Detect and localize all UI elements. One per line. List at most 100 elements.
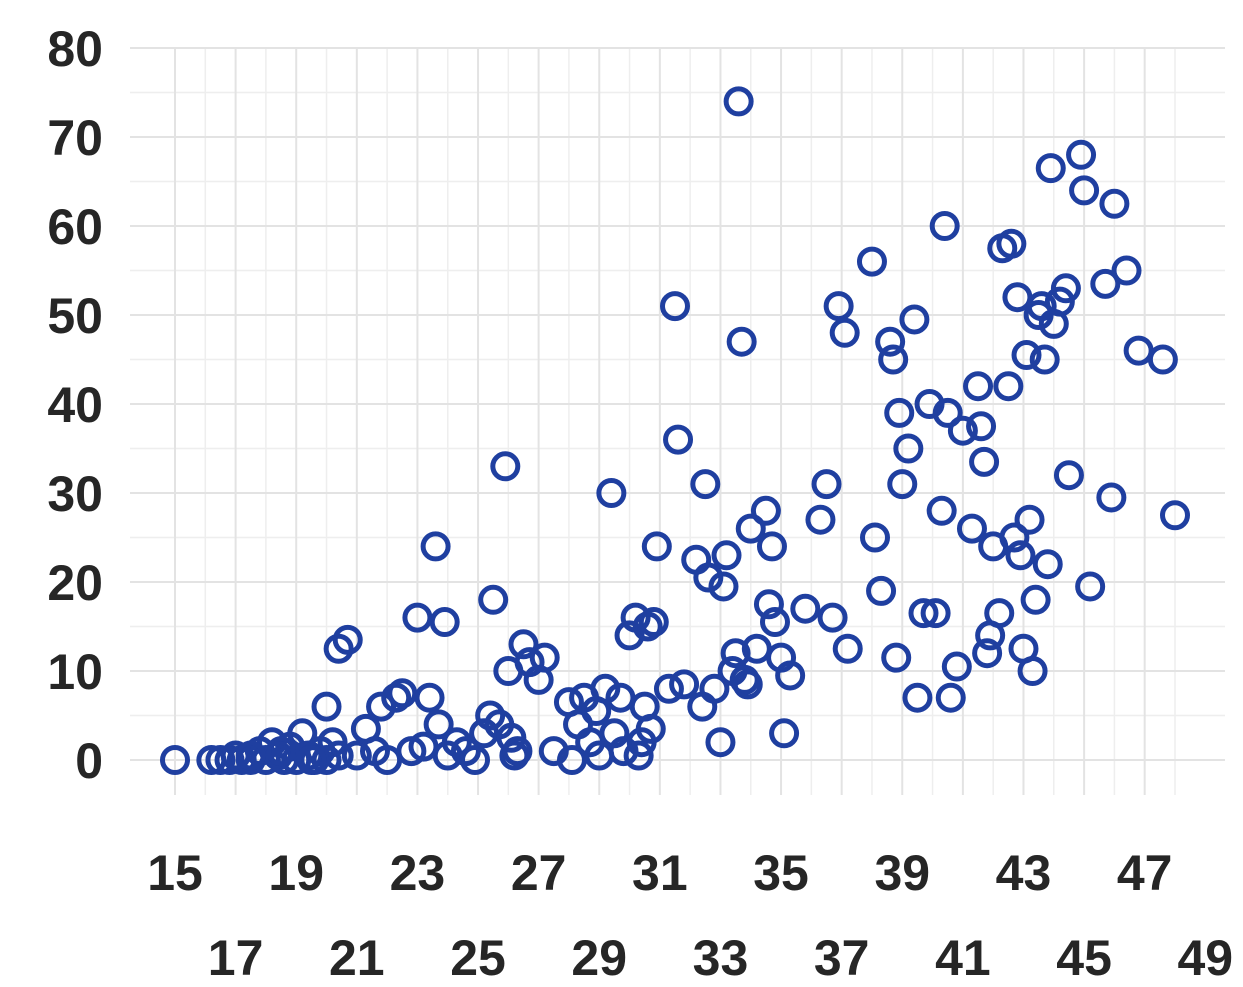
data-point bbox=[1160, 500, 1190, 531]
data-point bbox=[760, 607, 790, 638]
data-point bbox=[732, 669, 763, 700]
data-point bbox=[956, 513, 987, 544]
data-point bbox=[875, 326, 906, 357]
data-point bbox=[860, 522, 890, 553]
x-tick-label: 27 bbox=[511, 845, 567, 901]
data-point bbox=[450, 736, 481, 767]
data-point bbox=[899, 304, 930, 335]
data-point bbox=[756, 531, 787, 562]
data-point bbox=[775, 660, 806, 691]
y-tick-label: 40 bbox=[47, 377, 103, 433]
data-point bbox=[478, 584, 509, 615]
data-point bbox=[908, 598, 939, 629]
data-point bbox=[817, 602, 848, 633]
x-tick-label: 17 bbox=[208, 930, 264, 986]
data-point bbox=[935, 682, 966, 713]
data-point bbox=[726, 326, 757, 357]
x-tick-label: 23 bbox=[390, 845, 446, 901]
data-point bbox=[884, 397, 915, 428]
y-tick-label: 30 bbox=[47, 466, 103, 522]
data-point bbox=[878, 344, 909, 375]
data-point bbox=[635, 713, 666, 744]
data-point bbox=[641, 531, 672, 562]
data-point bbox=[1014, 504, 1045, 535]
data-point bbox=[1066, 139, 1097, 170]
data-point bbox=[969, 446, 1000, 477]
data-point bbox=[966, 411, 997, 442]
data-point bbox=[929, 211, 960, 241]
data-point bbox=[469, 718, 500, 749]
data-point bbox=[296, 745, 327, 775]
data-point bbox=[490, 451, 521, 482]
data-point bbox=[1035, 153, 1066, 184]
data-point bbox=[1029, 344, 1060, 375]
x-tick-label: 25 bbox=[450, 930, 506, 986]
x-tick-label: 19 bbox=[268, 845, 324, 901]
y-tick-label: 20 bbox=[47, 555, 103, 611]
x-tick-label: 33 bbox=[693, 930, 749, 986]
x-tick-label: 29 bbox=[571, 930, 627, 986]
data-point bbox=[205, 745, 236, 775]
x-tick-label: 21 bbox=[329, 930, 385, 986]
data-point bbox=[429, 607, 460, 638]
data-point bbox=[623, 740, 654, 771]
data-point bbox=[996, 228, 1027, 259]
data-point bbox=[1011, 340, 1042, 371]
data-point bbox=[947, 415, 978, 446]
data-point bbox=[1075, 571, 1106, 602]
data-point bbox=[926, 495, 957, 526]
data-point bbox=[887, 469, 918, 500]
data-point bbox=[790, 593, 821, 624]
data-point bbox=[753, 589, 784, 620]
data-point bbox=[699, 673, 730, 704]
data-point bbox=[811, 469, 842, 500]
data-point bbox=[475, 700, 506, 731]
data-point bbox=[1002, 282, 1033, 313]
y-tick-label: 60 bbox=[47, 199, 103, 255]
data-point bbox=[711, 540, 742, 571]
y-axis: 0 10 20 30 40 50 60 70 80 bbox=[47, 21, 103, 789]
data-point bbox=[984, 598, 1015, 629]
data-point bbox=[993, 371, 1024, 402]
data-point bbox=[972, 638, 1003, 669]
x-tick-label: 47 bbox=[1117, 845, 1173, 901]
data-point bbox=[366, 691, 397, 722]
data-point bbox=[750, 495, 781, 526]
data-point bbox=[1096, 482, 1127, 513]
data-point bbox=[1111, 255, 1142, 286]
data-point bbox=[932, 397, 963, 428]
data-point bbox=[323, 740, 354, 771]
data-point bbox=[723, 86, 754, 117]
data-point bbox=[1099, 188, 1130, 219]
data-point bbox=[1050, 273, 1081, 304]
data-point bbox=[502, 736, 533, 767]
data-point bbox=[963, 371, 994, 402]
data-point bbox=[529, 642, 560, 673]
data-point bbox=[402, 602, 433, 633]
data-point bbox=[160, 745, 190, 775]
data-point bbox=[420, 531, 451, 562]
data-point bbox=[660, 291, 690, 322]
data-point bbox=[705, 727, 736, 758]
data-point bbox=[693, 562, 724, 593]
data-point bbox=[893, 433, 924, 464]
data-point bbox=[1090, 268, 1121, 299]
data-point bbox=[638, 607, 669, 638]
data-point bbox=[735, 513, 766, 544]
data-point bbox=[881, 642, 912, 673]
data-point bbox=[596, 478, 627, 508]
data-point bbox=[708, 571, 739, 602]
data-point bbox=[266, 736, 297, 767]
x-tick-label: 35 bbox=[753, 845, 809, 901]
x-tick-label: 37 bbox=[814, 930, 870, 986]
data-point bbox=[856, 246, 887, 277]
data-point bbox=[805, 504, 836, 535]
x-tick-label: 45 bbox=[1056, 930, 1112, 986]
x-tick-label: 31 bbox=[632, 845, 688, 901]
data-point bbox=[1147, 344, 1178, 375]
data-point bbox=[769, 718, 800, 749]
data-point bbox=[999, 522, 1030, 553]
y-tick-label: 70 bbox=[47, 110, 103, 166]
data-point bbox=[508, 629, 539, 660]
